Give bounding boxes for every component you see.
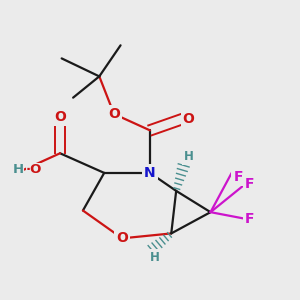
Text: O: O xyxy=(108,107,120,121)
Text: O: O xyxy=(183,112,195,126)
Text: ·O: ·O xyxy=(26,163,42,176)
Text: H: H xyxy=(13,163,24,176)
Text: F: F xyxy=(245,177,254,191)
Text: F: F xyxy=(245,212,254,226)
Text: H: H xyxy=(184,150,194,163)
Text: N: N xyxy=(144,166,156,180)
Text: H: H xyxy=(150,251,160,264)
Text: F: F xyxy=(233,169,243,184)
Text: O: O xyxy=(116,231,128,245)
Text: O: O xyxy=(54,110,66,124)
